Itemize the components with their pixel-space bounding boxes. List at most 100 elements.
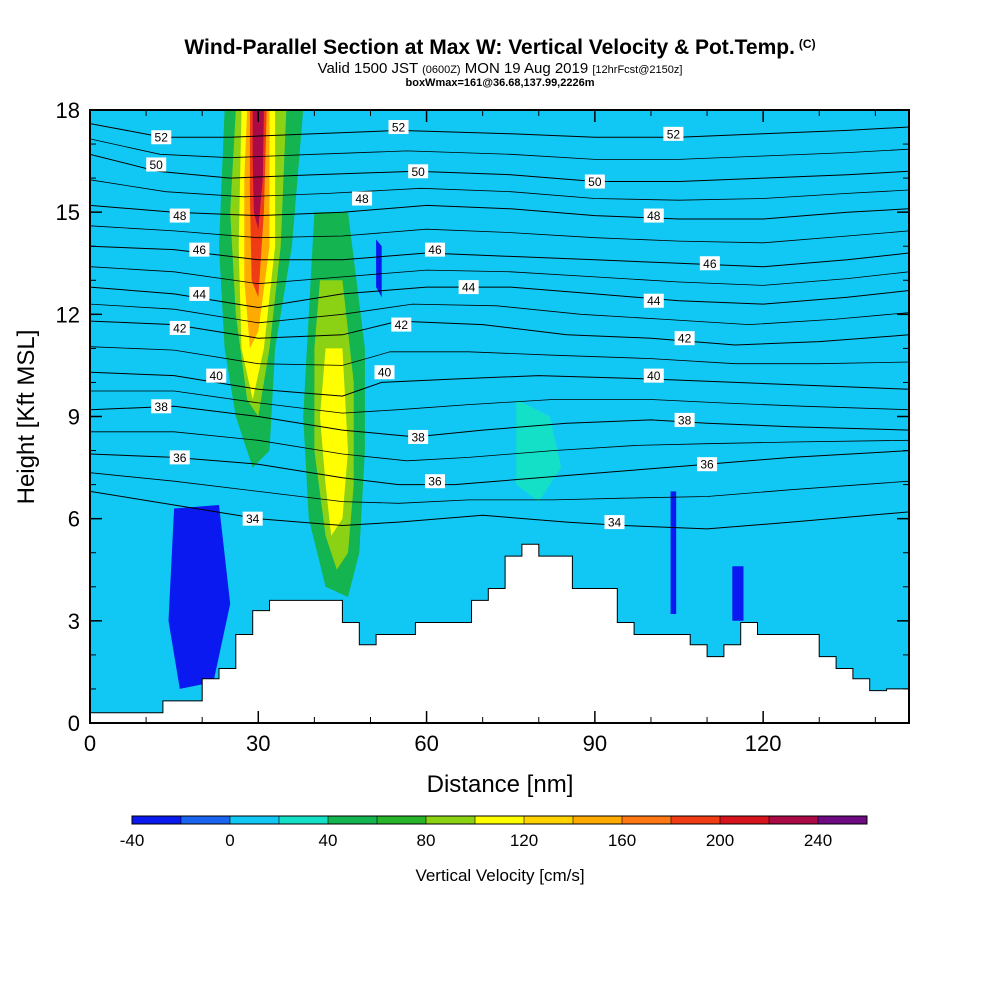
colorbar: -40 0 40 80 120 160 200 240 [120, 815, 868, 850]
colorbar-label: 40 [319, 831, 338, 850]
colorbar-label: 0 [225, 831, 234, 850]
isentrope-label-text: 44 [462, 281, 476, 295]
colorbar-swatch [720, 816, 770, 824]
y-tick-label: 18 [56, 98, 80, 123]
isentrope-line [90, 138, 909, 160]
isentrope-label-text: 40 [378, 366, 392, 380]
forecast-info: [12hrFcst@2150z] [592, 64, 683, 76]
isentrope-label: 42 [169, 320, 190, 335]
isentrope-label-bg [697, 457, 718, 472]
isentrope-label-bg [643, 208, 664, 223]
isentrope-label: 46 [189, 242, 210, 257]
velocity-region [376, 239, 382, 298]
isentrope-label-bg [206, 368, 227, 383]
isentrope-label-bg [189, 286, 210, 301]
isentrope-label-bg [643, 368, 664, 383]
isentrope-line [90, 431, 909, 462]
isentrope-line [90, 153, 909, 182]
isentrope-label: 34 [242, 511, 263, 526]
isentrope-label: 50 [408, 164, 429, 179]
terrain-mask [90, 543, 909, 723]
chart-title: Wind-Parallel Section at Max W: Vertical… [0, 36, 1000, 60]
isentrope-label-bg [189, 242, 210, 257]
colorbar-label: 240 [804, 831, 832, 850]
colorbar-frame [131, 815, 868, 825]
isentrope-labels: 52 52 52 50 50 50 48 48 48 46 46 46 44 44 44 42 42 42 40 40… [146, 120, 720, 530]
isentrope-label-text: 44 [647, 294, 661, 308]
velocity-region [482, 416, 909, 638]
isentrope-label-text: 50 [150, 158, 164, 172]
colorbar-label: -40 [120, 831, 145, 850]
x-tick-label: 0 [84, 731, 96, 756]
isentrope-label-text: 36 [700, 458, 714, 472]
velocity-region [670, 491, 677, 614]
isentrope-label: 48 [643, 208, 664, 223]
colorbar-swatch [328, 816, 378, 824]
colorbar-swatch [230, 816, 280, 824]
isentrope-label-text: 38 [411, 430, 425, 444]
colorbar-swatch [377, 816, 427, 824]
isentrope-label: 40 [643, 368, 664, 383]
chart-subtitle: Valid 1500 JST (0600Z) MON 19 Aug 2019 [… [0, 60, 1000, 77]
velocity-region [252, 110, 264, 230]
isentrope-label-text: 36 [173, 451, 187, 465]
isentrope-label-text: 42 [395, 318, 409, 332]
isentrope-label: 50 [584, 174, 605, 189]
colorbar-swatch [671, 816, 721, 824]
isentrope-label-bg [643, 293, 664, 308]
isentrope-label: 40 [206, 368, 227, 383]
x-axis-label: Distance [nm] [427, 771, 574, 798]
isentrope-line [90, 346, 909, 366]
isentrope-label: 48 [352, 191, 373, 206]
terrain [90, 543, 909, 723]
colorbar-swatch [818, 816, 868, 824]
isentrope-label-text: 46 [193, 243, 207, 257]
isentrope-label-text: 48 [173, 209, 187, 223]
isentrope-label-text: 34 [246, 512, 260, 526]
isentrope-label: 38 [151, 399, 172, 414]
isentrope-label: 36 [697, 457, 718, 472]
isentrope-line [90, 225, 909, 244]
isentrope-line [90, 450, 909, 486]
x-tick-label: 90 [583, 731, 607, 756]
velocity-region [90, 110, 348, 672]
isentrope-label: 44 [458, 280, 479, 295]
colorbar-label: 80 [417, 831, 436, 850]
isentrope-line [90, 371, 909, 397]
isentrope-label-text: 46 [428, 243, 442, 257]
x-tick-label: 30 [246, 731, 270, 756]
isentrope-label: 52 [663, 126, 684, 141]
isentrope-label-bg [169, 320, 190, 335]
colorbar-swatch [622, 816, 672, 824]
velocity-region [732, 566, 744, 621]
isentrope-label-bg [663, 126, 684, 141]
isentrope-label: 42 [391, 317, 412, 332]
isentrope-label-text: 46 [703, 257, 717, 271]
isentrope-label-text: 52 [667, 127, 681, 141]
colorbar-swatch [132, 816, 182, 824]
isentrope-label-text: 52 [155, 131, 169, 145]
isentrope-label: 36 [169, 450, 190, 465]
isentrope-label: 52 [151, 130, 172, 145]
colorbar-swatch [426, 816, 476, 824]
isentrope-label: 36 [424, 474, 445, 489]
isentrope-label-bg [388, 120, 409, 135]
isentrope-label-bg [391, 317, 412, 332]
valid-date: MON 19 Aug 2019 [464, 60, 589, 77]
isentrope-label: 46 [424, 242, 445, 257]
isentrope-label: 40 [374, 365, 395, 380]
isentrope-label-text: 38 [678, 413, 692, 427]
isentrope-line [90, 490, 909, 530]
colorbar-label: 120 [510, 831, 538, 850]
y-tick-label: 3 [68, 609, 80, 634]
isentrope-label: 38 [408, 429, 429, 444]
isentrope-label-text: 50 [588, 175, 602, 189]
isentrope-label-bg [408, 429, 429, 444]
colorbar-label: 200 [706, 831, 734, 850]
isentrope-label-bg [699, 256, 720, 271]
isentrope-line [90, 245, 909, 268]
isentrope-label-text: 44 [193, 287, 207, 301]
isentrope-label-text: 52 [392, 121, 406, 135]
isentrope-label: 38 [674, 412, 695, 427]
